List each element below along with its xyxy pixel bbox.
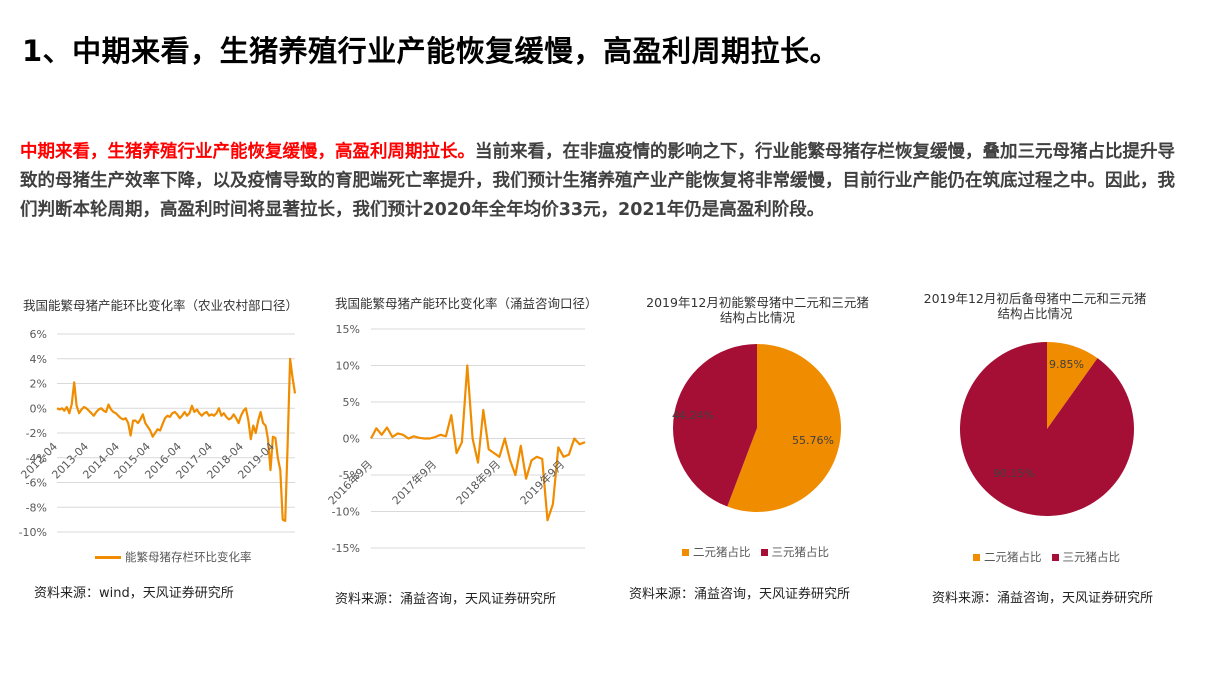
title-line-1: 2019年12月初后备母猪中二元和三元猪: [923, 291, 1147, 306]
pie-chart-plot: 55.76% 44.24%: [672, 344, 841, 512]
x-tick-label: 2016年9月: [325, 457, 375, 507]
y-tick-label: -4%: [26, 452, 47, 465]
y-tick-label: 2%: [30, 378, 47, 391]
legend-swatch-2yuan: [973, 553, 980, 561]
y-tick-label: 6%: [30, 328, 47, 341]
chart-moa-sow-change: 我国能繁母猪产能环比变化率（农业农村部口径） 6% 4% 2% 0% -2% -4% -6%…: [0, 285, 320, 615]
pie-slice: [727, 344, 841, 512]
y-tick-label: 15%: [336, 323, 360, 336]
y-tick-label: 0%: [30, 402, 47, 415]
line-chart-plot: 15% 10% 5% 0% -5% -10% -15% 2016年9月 2017年9月 2018年…: [325, 323, 586, 555]
chart-gilt-structure: 2019年12月初后备母猪中二元和三元猪 结构占比情况 9.85% 90.15% 二…: [900, 285, 1209, 615]
y-tick-label: -10%: [332, 506, 360, 519]
legend-line-swatch: [95, 555, 121, 559]
legend-swatch-3yuan: [760, 548, 768, 556]
legend-label: 三元猪占比: [771, 545, 830, 559]
y-tick-label: 10%: [336, 360, 360, 373]
chart-legend: 二元猪占比 三元猪占比: [682, 544, 829, 560]
title-line-1: 2019年12月初能繁母猪中二元和三元猪: [646, 295, 869, 310]
source-note: 资料来源：wind，天风证券研究所: [34, 586, 234, 601]
body-text: 当前来看，在非瘟疫情的影响之下，行业能繁母猪存栏恢复缓慢，叠加三元母猪占比提升导…: [20, 142, 1175, 220]
y-tick-label: -6%: [26, 477, 47, 490]
page-title: 1、中期来看，生猪养殖行业产能恢复缓慢，高盈利周期拉长。: [22, 34, 840, 68]
chart-breeding-sow-structure: 2019年12月初能繁母猪中二元和三元猪 结构占比情况 55.76% 44.24% …: [620, 285, 900, 615]
chart-title: 2019年12月初能繁母猪中二元和三元猪 结构占比情况: [620, 295, 895, 325]
chart-legend: 二元猪占比 三元猪占比: [973, 549, 1120, 565]
pie-slice: [960, 342, 1134, 516]
data-line: [56, 357, 297, 522]
legend-label: 二元猪占比: [984, 550, 1042, 564]
legend-label: 能繁母猪存栏环比变化率: [125, 550, 252, 564]
pie-chart-plot: 9.85% 90.15%: [960, 342, 1134, 516]
slice-label: 55.76%: [792, 434, 834, 447]
line-chart-plot: 6%4%2%0%-2%-4%-6%-8%-10%2012-042013-0420…: [18, 328, 297, 539]
chart-yongyi-sow-change: 我国能繁母猪产能环比变化率（涌益咨询口径） 15% 10% 5% 0% -5% -10% -…: [320, 285, 620, 615]
source-note: 资料来源：涌益咨询，天风证券研究所: [629, 587, 851, 602]
pie-slice: [673, 344, 757, 507]
slice-label: 9.85%: [1049, 358, 1084, 371]
chart-legend: 能繁母猪存栏环比变化率: [95, 549, 252, 565]
y-tick-label: 5%: [343, 396, 360, 409]
chart-title: 我国能繁母猪产能环比变化率（涌益咨询口径）: [335, 296, 598, 311]
y-tick-label: -8%: [26, 501, 47, 514]
y-tick-label: 0%: [343, 433, 360, 446]
legend-label: 三元猪占比: [1062, 550, 1121, 564]
source-note: 资料来源：涌益咨询，天风证券研究所: [335, 592, 557, 607]
legend-swatch-2yuan: [682, 548, 689, 556]
x-tick-label: 2018年9月: [453, 457, 503, 507]
legend-swatch-3yuan: [1051, 553, 1059, 561]
x-tick-label: 2017年9月: [389, 457, 439, 507]
y-tick-label: -10%: [19, 526, 47, 539]
title-line-2: 结构占比情况: [997, 306, 1073, 321]
highlight-text: 中期来看，生猪养殖行业产能恢复缓慢，高盈利周期拉长。: [20, 142, 475, 162]
y-tick-label: -15%: [332, 542, 360, 555]
chart-title: 我国能繁母猪产能环比变化率（农业农村部口径）: [23, 298, 299, 313]
slice-label: 90.15%: [993, 467, 1035, 480]
legend-label: 二元猪占比: [693, 545, 751, 559]
data-line: [370, 364, 586, 522]
source-note: 资料来源：涌益咨询，天风证券研究所: [932, 591, 1154, 606]
chart-title: 2019年12月初后备母猪中二元和三元猪 结构占比情况: [900, 291, 1170, 321]
slice-label: 44.24%: [672, 409, 714, 422]
y-tick-label: -2%: [26, 427, 47, 440]
title-line-2: 结构占比情况: [719, 310, 795, 325]
summary-paragraph: 中期来看，生猪养殖行业产能恢复缓慢，高盈利周期拉长。当前来看，在非瘟疫情的影响之…: [20, 138, 1190, 225]
y-tick-label: 4%: [30, 353, 47, 366]
pie-slice: [1047, 342, 1098, 429]
y-tick-label: -5%: [339, 469, 360, 482]
